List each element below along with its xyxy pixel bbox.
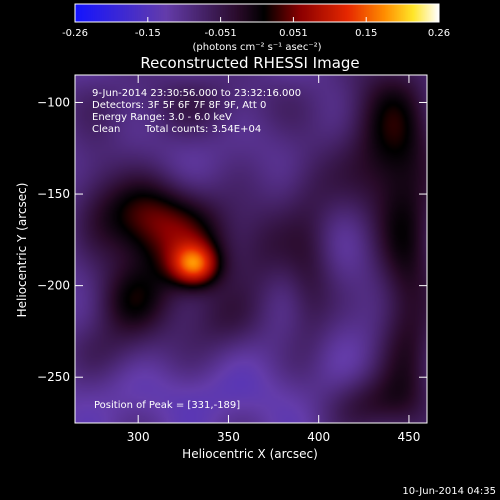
colorbar-tick-label: 0.051 (279, 28, 308, 39)
colorbar-unit-label: (photons cm⁻² s⁻¹ asec⁻²) (192, 42, 321, 53)
colorbar (75, 4, 439, 22)
colorbar-tick-label: 0.15 (355, 28, 377, 39)
colorbar-tick-label: -0.26 (62, 28, 88, 39)
footer-timestamp: 10-Jun-2014 04:35 (402, 486, 496, 497)
y-axis-label: Heliocentric Y (arcsec) (15, 183, 29, 318)
colorbar-ticks: -0.26 -0.15 -0.051 0.051 0.15 0.26 (62, 17, 450, 39)
colorbar-tick-label: -0.051 (204, 28, 236, 39)
colorbar-tick-label: -0.15 (135, 28, 161, 39)
colorbar-tick-label: 0.26 (428, 28, 450, 39)
x-axis-label: Heliocentric X (arcsec) (182, 447, 318, 461)
heatmap-image (75, 75, 427, 423)
colorbar-frame (74, 3, 440, 23)
chart-title: Reconstructed RHESSI Image (140, 54, 359, 72)
